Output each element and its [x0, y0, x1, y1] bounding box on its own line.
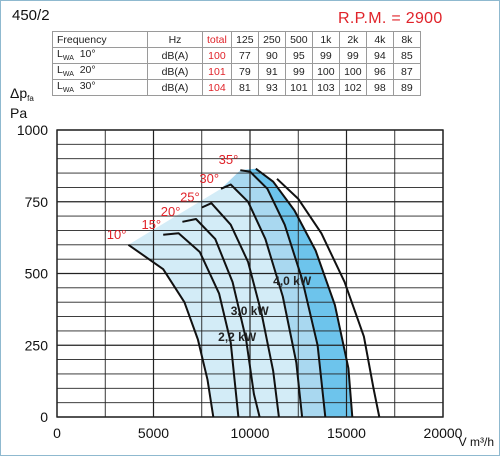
table-header-row: Frequency Hz total 125 250 500 1k 2k 4k … [52, 31, 421, 48]
region-light [128, 184, 303, 417]
y-tick-label: 750 [25, 194, 49, 210]
performance-curve [182, 218, 261, 418]
performance-curve [276, 178, 381, 418]
performance-curve [163, 232, 240, 418]
value-cell: 85 [392, 47, 421, 64]
x-tick-label: 0 [53, 425, 61, 441]
lwa-symbol: L [57, 64, 63, 77]
value-cell: 89 [392, 79, 421, 96]
x-axis-label: V m³/h [459, 435, 494, 449]
blade-angle-label: 10° [107, 227, 127, 242]
total-cell: 104 [202, 79, 232, 96]
total-cell: 100 [202, 47, 232, 64]
y-tick-label: 500 [25, 266, 49, 282]
noise-data-table: Frequency Hz total 125 250 500 1k 2k 4k … [52, 31, 421, 96]
performance-curves [127, 167, 381, 418]
x-tick-label: 20000 [424, 425, 463, 441]
y-tick-label: 1000 [17, 122, 48, 138]
power-label: 3,0 kW [231, 304, 270, 318]
y-axis-label-sub: fa [27, 94, 34, 103]
blade-angle: 10° [79, 48, 96, 61]
value-cell: 101 [284, 79, 313, 96]
chart-grid [56, 129, 444, 418]
lwa-subscript: WA [62, 55, 74, 63]
value-cell: 81 [230, 79, 259, 96]
y-axis-unit: Pa [10, 105, 27, 121]
x-tick-label: 5000 [138, 425, 169, 441]
region-dark [240, 168, 353, 417]
x-tick-label: 10000 [231, 425, 270, 441]
blade-angle-label: 35° [219, 152, 239, 167]
unit-cell: dB(A) [147, 63, 203, 80]
blade-angle: 30° [79, 80, 96, 93]
blade-angle: 20° [79, 64, 96, 77]
value-cell: 102 [338, 79, 367, 96]
performance-curve [201, 202, 280, 418]
table-header-cell: 250 [257, 31, 286, 48]
performance-curve [220, 183, 304, 418]
unit-cell: dB(A) [147, 79, 203, 96]
x-tick-label: 15000 [327, 425, 366, 441]
region-mid [221, 170, 326, 417]
chart-labels: 0 5000 10000 15000 20000 0 250 500 750 1000 Δpfa Pa… [10, 85, 494, 449]
row-label-cell: LWA 30° [52, 79, 148, 96]
lwa-symbol: L [57, 48, 63, 61]
value-cell: 87 [392, 63, 421, 80]
y-tick-label: 0 [40, 409, 48, 425]
table-header-cell: 125 [230, 31, 259, 48]
blade-angle-label: 25° [180, 189, 200, 204]
performance-curve [127, 243, 215, 418]
operating-regions [128, 168, 353, 417]
blade-angle-label: 20° [161, 204, 181, 219]
value-cell: 100 [338, 63, 367, 80]
blade-angle-label: 15° [141, 217, 161, 232]
row-label-cell: LWA 20° [52, 63, 148, 80]
performance-curve [240, 169, 327, 418]
lwa-subscript: WA [62, 71, 74, 79]
lwa-symbol: L [57, 80, 63, 93]
table-row: LWA 30° dB(A) 104 81 93 101 103 102 98 8… [52, 79, 421, 96]
fan-model-label: 450/2 [12, 7, 50, 24]
y-tick-label: 250 [25, 337, 49, 353]
blade-angle-label: 30° [199, 171, 219, 186]
rpm-label: R.P.M. = 2900 [338, 10, 443, 27]
value-cell: 103 [311, 79, 340, 96]
performance-curve [255, 167, 354, 418]
lwa-subscript: WA [62, 87, 74, 95]
plot-border [56, 129, 444, 418]
power-label: 4,0 kW [273, 274, 312, 288]
y-axis-label: Δpfa [10, 85, 34, 103]
power-label: 2,2 kW [218, 330, 257, 344]
